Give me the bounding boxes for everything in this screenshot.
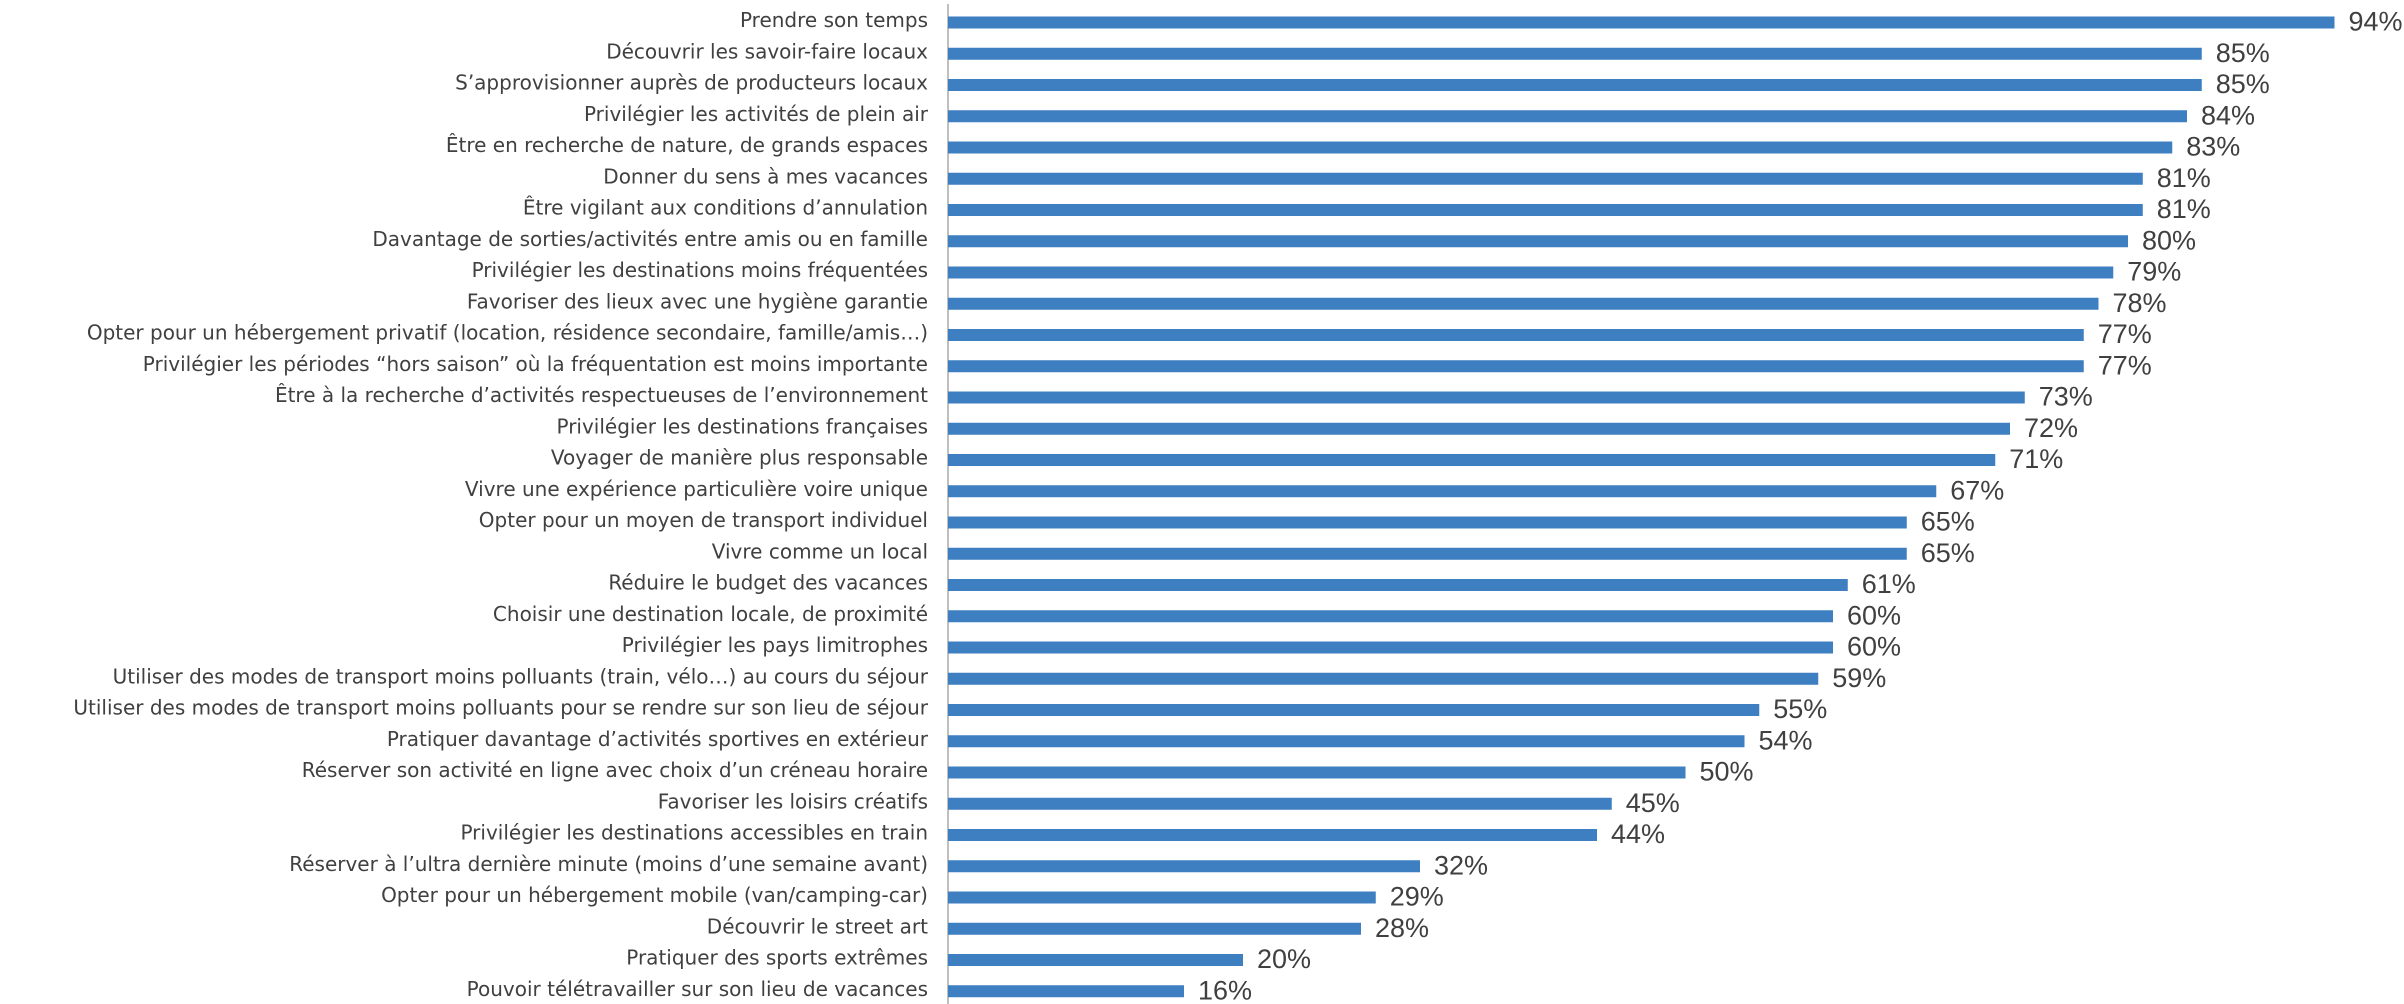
category-label: Favoriser des lieux avec une hygiène gar…	[467, 289, 928, 313]
bar	[948, 79, 2202, 91]
bar	[948, 297, 2099, 310]
category-label: Choisir une destination locale, de proxi…	[493, 602, 928, 626]
bar	[948, 704, 1760, 716]
value-label: 78%	[2113, 288, 2167, 318]
value-label: 83%	[2186, 132, 2240, 162]
category-label: Pratiquer davantage d’activités sportive…	[387, 727, 929, 751]
category-label: Privilégier les destinations accessibles…	[460, 821, 928, 845]
bar	[948, 329, 2084, 341]
category-label: Découvrir le street art	[707, 914, 928, 938]
bar	[948, 391, 2025, 404]
category-label: Être à la recherche d’activités respectu…	[275, 383, 928, 407]
category-label: Davantage de sorties/activités entre ami…	[372, 227, 928, 251]
value-label: 55%	[1773, 694, 1827, 724]
value-label: 45%	[1626, 788, 1680, 818]
value-label: 80%	[2142, 225, 2196, 255]
bar	[948, 235, 2128, 248]
category-label: Vivre une expérience particulière voire …	[465, 477, 928, 501]
bar	[948, 954, 1243, 966]
category-label: Opter pour un hébergement privatif (loca…	[87, 321, 928, 345]
category-label: Privilégier les pays limitrophes	[622, 633, 928, 657]
bar	[948, 922, 1361, 935]
value-label: 72%	[2024, 413, 2078, 443]
value-label: 54%	[1759, 725, 1813, 755]
category-label: Privilégier les périodes “hors saison” o…	[143, 352, 928, 376]
value-label: 71%	[2009, 444, 2063, 474]
bar	[948, 547, 1907, 560]
category-label: S’approvisionner auprès de producteurs l…	[455, 71, 928, 95]
category-label: Pouvoir télétravailler sur son lieu de v…	[467, 977, 928, 1001]
value-label: 20%	[1257, 944, 1311, 974]
value-label: 28%	[1375, 913, 1429, 943]
bar	[948, 110, 2187, 123]
value-label: 65%	[1921, 507, 1975, 537]
category-label: Être en recherche de nature, de grands e…	[446, 133, 928, 157]
category-label: Opter pour un moyen de transport individ…	[479, 508, 928, 532]
value-label: 79%	[2127, 257, 2181, 287]
bar	[948, 985, 1184, 998]
category-label: Utiliser des modes de transport moins po…	[73, 696, 928, 720]
bar	[948, 641, 1833, 654]
value-label: 73%	[2039, 382, 2093, 412]
bar	[948, 860, 1420, 873]
category-label: Privilégier les destinations françaises	[556, 414, 928, 438]
value-label: 50%	[1700, 757, 1754, 787]
bar	[948, 16, 2335, 29]
value-label: 84%	[2201, 100, 2255, 130]
value-label: 77%	[2098, 350, 2152, 380]
value-label: 85%	[2216, 38, 2270, 68]
bar	[948, 204, 2143, 216]
bar	[948, 485, 1937, 498]
value-label: 77%	[2098, 319, 2152, 349]
bar	[948, 672, 1819, 685]
bar	[948, 766, 1686, 779]
value-label: 60%	[1847, 632, 1901, 662]
category-label: Réserver à l’ultra dernière minute (moin…	[289, 852, 928, 876]
category-label: Pratiquer des sports extrêmes	[626, 946, 928, 970]
value-label: 61%	[1862, 569, 1916, 599]
category-label: Privilégier les destinations moins fréqu…	[472, 258, 928, 282]
category-label: Privilégier les activités de plein air	[584, 102, 929, 126]
category-label: Voyager de manière plus responsable	[551, 446, 928, 470]
category-label: Favoriser les loisirs créatifs	[658, 789, 928, 813]
value-label: 94%	[2349, 7, 2403, 37]
bar	[948, 141, 2173, 154]
category-label: Donner du sens à mes vacances	[603, 164, 928, 188]
bar	[948, 516, 1907, 529]
bar	[948, 360, 2084, 373]
value-label: 44%	[1611, 819, 1665, 849]
category-label: Découvrir les savoir-faire locaux	[606, 39, 928, 63]
category-label: Réduire le budget des vacances	[608, 571, 928, 595]
bar	[948, 172, 2143, 185]
value-label: 60%	[1847, 600, 1901, 630]
value-label: 59%	[1832, 663, 1886, 693]
bar	[948, 891, 1376, 904]
category-label: Réserver son activité en ligne avec choi…	[302, 758, 928, 782]
bar	[948, 266, 2114, 279]
value-label: 81%	[2157, 163, 2211, 193]
category-label: Opter pour un hébergement mobile (van/ca…	[381, 883, 928, 907]
bar	[948, 610, 1833, 623]
value-label: 85%	[2216, 69, 2270, 99]
category-label: Prendre son temps	[740, 8, 928, 32]
category-label: Vivre comme un local	[712, 539, 928, 563]
category-label: Utiliser des modes de transport moins po…	[113, 664, 929, 688]
bar	[948, 454, 1996, 466]
value-label: 65%	[1921, 538, 1975, 568]
value-label: 67%	[1950, 475, 2004, 505]
bar	[948, 422, 2010, 435]
bar	[948, 47, 2202, 60]
bar	[948, 735, 1745, 748]
value-label: 81%	[2157, 194, 2211, 224]
value-label: 29%	[1390, 882, 1444, 912]
bar	[948, 797, 1612, 810]
category-label: Être vigilant aux conditions d’annulatio…	[523, 196, 928, 220]
bar	[948, 579, 1848, 591]
bar	[948, 829, 1597, 841]
value-label: 16%	[1198, 975, 1252, 1004]
value-label: 32%	[1434, 850, 1488, 880]
